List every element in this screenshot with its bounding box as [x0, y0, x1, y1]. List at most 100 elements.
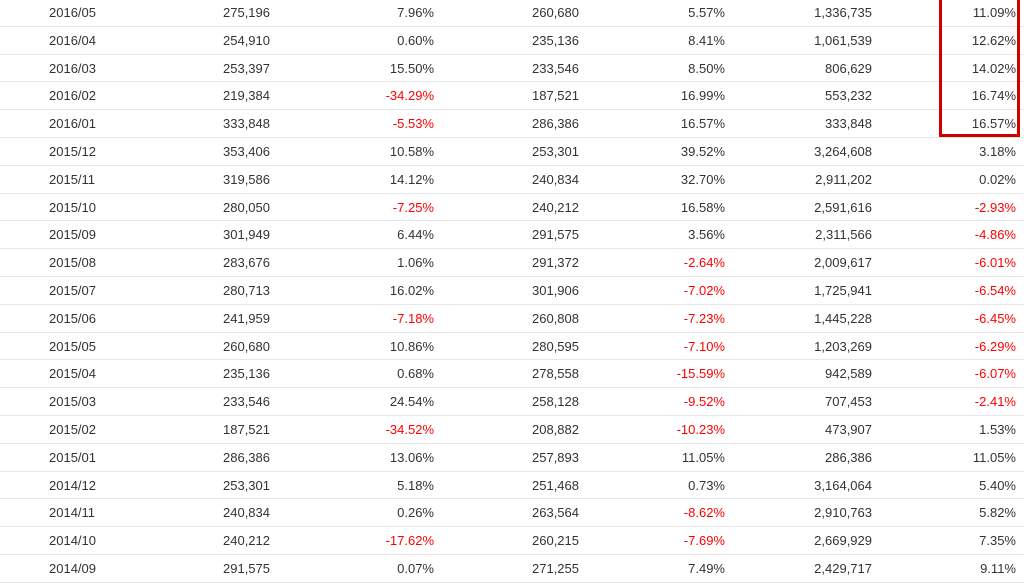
cumulative-yoy-cell: -6.54% [974, 282, 1016, 298]
month-cell: 2015/11 [49, 171, 96, 187]
mom-change-cell: -34.29% [385, 88, 434, 104]
table-row: 2016/03 253,397 15.50% 233,546 8.50% 806,629 1… [0, 55, 1024, 83]
month-cell: 2014/10 [49, 533, 96, 549]
cumulative-sales-cell: 1,445,228 [814, 310, 872, 326]
table-row: 2015/08 283,676 1.06% 291,372 -2.64% 2,009,61… [0, 249, 1024, 277]
month-cell: 2015/02 [49, 421, 96, 437]
yoy-change-cell: 7.49% [688, 560, 725, 576]
cumulative-yoy-cell: 1.53% [979, 421, 1016, 437]
prev-year-sales-cell: 260,680 [532, 5, 579, 20]
month-cell: 2014/12 [49, 477, 96, 493]
cumulative-sales-cell: 806,629 [825, 60, 872, 76]
cumulative-yoy-cell: -4.86% [974, 227, 1016, 243]
cumulative-sales-cell: 333,848 [825, 116, 872, 132]
table-row: 2016/05 275,196 7.96% 260,680 5.57% 1,336,735… [0, 0, 1024, 27]
cumulative-sales-cell: 1,203,269 [814, 338, 872, 354]
cumulative-yoy-cell: 5.40% [979, 477, 1016, 493]
prev-year-sales-cell: 233,546 [532, 60, 579, 76]
table-row: 2015/04 235,136 0.68% 278,558 -15.59% 942,589… [0, 360, 1024, 389]
mom-change-cell: -7.18% [392, 310, 434, 326]
mom-change-cell: 0.60% [397, 32, 434, 48]
cumulative-sales-cell: 2,911,202 [815, 171, 872, 187]
month-cell: 2015/07 [49, 282, 96, 298]
yoy-change-cell: 39.52% [680, 143, 725, 159]
sales-cell: 319,586 [223, 171, 270, 187]
table-row: 2015/12 353,406 10.58% 253,301 39.52% 3,264,6… [0, 138, 1024, 166]
month-cell: 2015/06 [49, 310, 96, 326]
mom-change-cell: 15.50% [389, 60, 434, 76]
month-cell: 2016/02 [49, 88, 96, 104]
cumulative-sales-cell: 3,264,608 [814, 143, 872, 159]
month-cell: 2015/05 [49, 338, 96, 354]
mom-change-cell: 10.86% [389, 338, 434, 354]
yoy-change-cell: 0.73% [688, 477, 725, 493]
sales-cell: 260,680 [223, 338, 270, 354]
month-cell: 2015/01 [49, 449, 96, 465]
sales-cell: 301,949 [223, 227, 270, 243]
table-row: 2015/06 241,959 -7.18% 260,808 -7.23% 1,445,2… [0, 305, 1024, 333]
yoy-change-cell: 16.99% [680, 88, 725, 104]
sales-cell: 240,212 [223, 533, 270, 549]
prev-year-sales-cell: 208,882 [532, 421, 579, 437]
prev-year-sales-cell: 257,893 [532, 449, 579, 465]
table-row: 2015/07 280,713 16.02% 301,906 -7.02% 1,725,9… [0, 277, 1024, 305]
mom-change-cell: -17.62% [385, 533, 434, 549]
month-cell: 2016/01 [49, 116, 96, 132]
mom-change-cell: -5.53% [392, 116, 434, 132]
table-row: 2014/09 291,575 0.07% 271,255 7.49% 2,429,717… [0, 555, 1024, 583]
cumulative-sales-cell: 473,907 [825, 421, 872, 437]
yoy-change-cell: -7.69% [683, 533, 725, 549]
cumulative-yoy-cell: 11.05% [972, 449, 1016, 465]
yoy-change-cell: -2.64% [683, 255, 725, 271]
cumulative-yoy-cell: 11.09% [972, 5, 1016, 20]
table-row: 2016/04 254,910 0.60% 235,136 8.41% 1,061,539… [0, 27, 1024, 55]
cumulative-sales-cell: 2,009,617 [814, 255, 872, 271]
sales-cell: 291,575 [223, 560, 270, 576]
month-cell: 2015/09 [49, 227, 96, 243]
cumulative-sales-cell: 942,589 [825, 366, 872, 382]
month-cell: 2016/05 [49, 5, 96, 20]
yoy-change-cell: -7.02% [683, 282, 725, 298]
yoy-change-cell: -8.62% [683, 505, 725, 521]
sales-cell: 233,546 [223, 394, 270, 410]
table-row: 2016/02 219,384 -34.29% 187,521 16.99% 553,23… [0, 82, 1024, 111]
cumulative-yoy-cell: 5.82% [979, 505, 1016, 521]
mom-change-cell: 14.12% [389, 171, 434, 187]
mom-change-cell: -34.52% [385, 421, 434, 437]
mom-change-cell: -7.25% [392, 199, 434, 215]
yoy-change-cell: 11.05% [681, 449, 725, 465]
table-row: 2015/09 301,949 6.44% 291,575 3.56% 2,311,566… [0, 221, 1024, 250]
cumulative-sales-cell: 1,725,941 [814, 282, 872, 298]
prev-year-sales-cell: 240,212 [532, 199, 579, 215]
prev-year-sales-cell: 258,128 [532, 394, 579, 410]
table-row: 2014/10 240,212 -17.62% 260,215 -7.69% 2,669,… [0, 527, 1024, 555]
month-cell: 2015/04 [49, 366, 96, 382]
mom-change-cell: 6.44% [397, 227, 434, 243]
cumulative-yoy-cell: 3.18% [979, 143, 1016, 159]
sales-cell: 253,397 [223, 60, 270, 76]
month-cell: 2015/10 [49, 199, 96, 215]
yoy-change-cell: -7.23% [683, 310, 725, 326]
cumulative-sales-cell: 1,336,735 [814, 5, 872, 20]
cumulative-sales-cell: 2,910,763 [814, 505, 872, 521]
cumulative-sales-cell: 2,429,717 [814, 560, 872, 576]
yoy-change-cell: 16.57% [680, 116, 725, 132]
sales-cell: 241,959 [223, 310, 270, 326]
cumulative-yoy-cell: 14.02% [971, 60, 1016, 76]
cumulative-sales-cell: 707,453 [825, 394, 872, 410]
table-row: 2014/11 240,834 0.26% 263,564 -8.62% 2,910,76… [0, 499, 1024, 528]
mom-change-cell: 0.07% [397, 560, 434, 576]
month-cell: 2014/11 [49, 505, 96, 521]
prev-year-sales-cell: 271,255 [532, 560, 579, 576]
prev-year-sales-cell: 291,372 [532, 255, 579, 271]
cumulative-yoy-cell: 12.62% [971, 32, 1016, 48]
mom-change-cell: 5.18% [397, 477, 434, 493]
yoy-change-cell: 3.56% [688, 227, 725, 243]
prev-year-sales-cell: 280,595 [532, 338, 579, 354]
cumulative-yoy-cell: -2.93% [974, 199, 1016, 215]
cumulative-sales-cell: 1,061,539 [814, 32, 872, 48]
prev-year-sales-cell: 253,301 [532, 143, 579, 159]
cumulative-sales-cell: 553,232 [825, 88, 872, 104]
cumulative-sales-cell: 2,591,616 [814, 199, 872, 215]
